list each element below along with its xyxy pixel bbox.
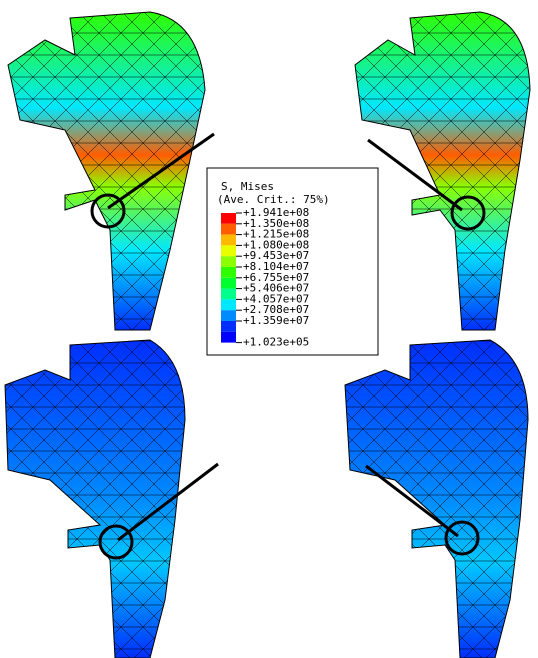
page: S, Mises (Ave. Crit.: 75%) +1.941e+08+1.… <box>0 0 538 658</box>
legend-swatch <box>221 213 236 224</box>
model-bottom-right <box>345 340 528 658</box>
legend-label: +1.359e+07 <box>243 314 309 327</box>
legend-swatch <box>221 289 236 300</box>
legend: S, Mises (Ave. Crit.: 75%) +1.941e+08+1.… <box>207 168 378 355</box>
figure: S, Mises (Ave. Crit.: 75%) +1.941e+08+1.… <box>0 0 538 658</box>
legend-swatch <box>221 299 236 310</box>
legend-title: S, Mises <box>221 180 274 193</box>
legend-swatch <box>221 278 236 289</box>
legend-swatch <box>221 267 236 278</box>
legend-subtitle: (Ave. Crit.: 75%) <box>217 193 330 206</box>
legend-swatch <box>221 332 236 343</box>
model-bottom-left <box>5 340 218 658</box>
legend-swatch <box>221 235 236 246</box>
legend-swatch <box>221 310 236 321</box>
model-top-right <box>355 12 530 330</box>
legend-swatch <box>221 256 236 267</box>
legend-swatch <box>221 321 236 332</box>
legend-swatch <box>221 245 236 256</box>
legend-swatch <box>221 224 236 235</box>
legend-label: +1.023e+05 <box>243 336 309 349</box>
model-top-left <box>8 12 214 330</box>
